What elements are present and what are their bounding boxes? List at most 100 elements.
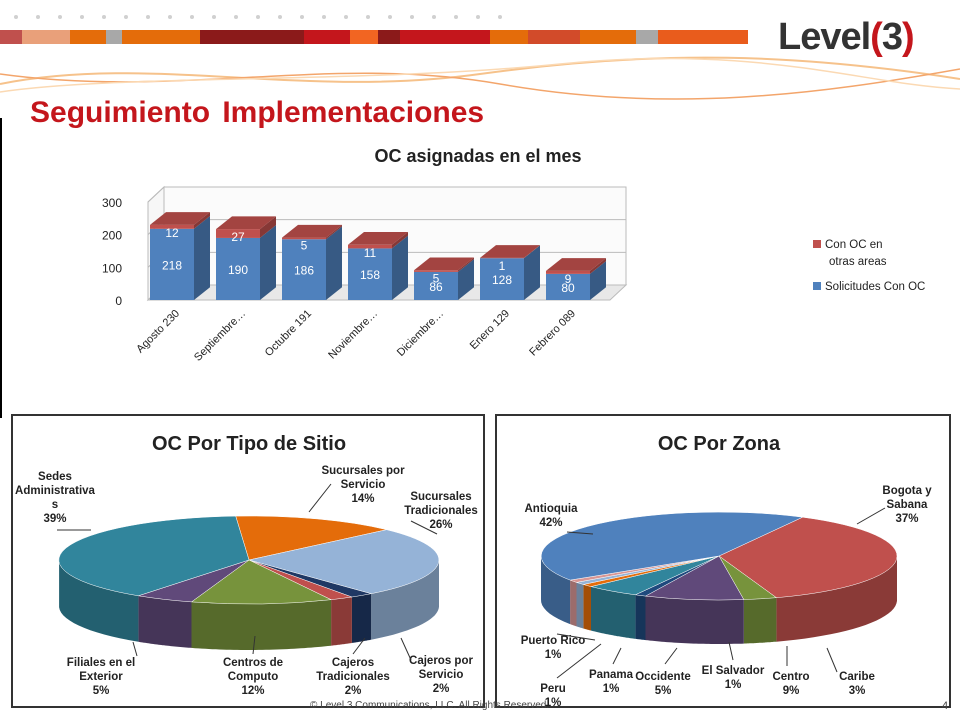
- header-color-bar: [0, 30, 748, 44]
- bar-segment: [150, 224, 194, 229]
- bar-side: [458, 259, 474, 300]
- bar-data-label: 5: [301, 239, 308, 253]
- bar-top: [546, 258, 606, 271]
- pie-slice-side: [635, 594, 646, 641]
- x-tick-label: Febrero 089: [527, 308, 578, 359]
- pie-title: OC Por Tipo de Sitio: [152, 433, 346, 455]
- header-dot: [102, 15, 106, 19]
- header-dot: [432, 15, 436, 19]
- bar-segment: [282, 239, 326, 300]
- pie-data-label: s: [52, 499, 58, 511]
- pie-slice-side: [743, 597, 777, 644]
- pie-data-label: Sucursales: [410, 491, 471, 503]
- pie-slice: [235, 515, 387, 561]
- pie-data-label: Bogota y: [882, 485, 932, 497]
- page-title: Seguimiento Implementaciones: [30, 96, 485, 129]
- pie-data-label: Centros de: [223, 657, 283, 669]
- legend-label: otras areas: [829, 256, 887, 268]
- bar-segment: [348, 244, 392, 249]
- pie-data-label: Antioquia: [524, 503, 578, 515]
- bar-side: [524, 245, 540, 300]
- pie-slice: [190, 559, 332, 605]
- header-dot: [124, 15, 128, 19]
- pie-data-label: Servicio: [341, 479, 386, 491]
- pie-slice-side: [59, 561, 139, 642]
- pie-data-label: Panama: [589, 669, 634, 681]
- bar-segment: [216, 237, 260, 300]
- header-dot: [476, 15, 480, 19]
- bar-segment: [150, 228, 194, 300]
- pie-slice: [248, 529, 440, 594]
- pie-data-label: 1%: [725, 679, 742, 691]
- pie-data-label: Puerto Rico: [521, 635, 586, 647]
- pie-data-label: Cajeros por: [409, 655, 473, 667]
- pie-data-label: 14%: [351, 493, 374, 505]
- pie-slice: [718, 516, 898, 598]
- x-tick-label: Octubre 191: [263, 308, 314, 359]
- bar-side: [326, 226, 342, 300]
- pie-leader-line: [556, 633, 596, 641]
- pie-data-label: 9%: [783, 685, 800, 697]
- bar-data-label: 190: [228, 263, 248, 277]
- pie-data-label: Sucursales por: [321, 465, 405, 477]
- pie-slice-side: [645, 596, 744, 644]
- pie-data-label: Tradicionales: [316, 671, 390, 683]
- pie-data-label: 5%: [655, 685, 672, 697]
- bar-data-label: 11: [364, 246, 377, 260]
- bar-side: [392, 232, 408, 249]
- bar-segment: [546, 270, 590, 274]
- header-dot: [146, 15, 150, 19]
- header-dot: [278, 15, 282, 19]
- page-number: 4: [942, 700, 949, 712]
- pie-leader-line: [612, 647, 622, 665]
- pie-data-label: 3%: [849, 685, 866, 697]
- header-dot: [344, 15, 348, 19]
- header-dot: [168, 15, 172, 19]
- bar-side: [524, 245, 540, 259]
- header-dot: [80, 15, 84, 19]
- bar-side: [326, 224, 342, 240]
- pie-leader-line: [856, 507, 886, 525]
- header-dot: [36, 15, 40, 19]
- pie-data-label: Sabana: [887, 499, 929, 511]
- pie-slice: [644, 555, 745, 601]
- pie-leader-line: [566, 531, 594, 535]
- x-tick-label: Diciembre…: [395, 308, 446, 359]
- bar-segment: [282, 237, 326, 240]
- header-dot: [212, 15, 216, 19]
- pie-data-label: Centro: [772, 671, 809, 683]
- bar-top: [348, 232, 408, 245]
- bar-top: [216, 216, 276, 230]
- pie-slice-side: [576, 582, 584, 629]
- header-waves: [0, 56, 960, 100]
- bar-data-label: 218: [162, 258, 182, 272]
- bar-segment: [216, 229, 260, 238]
- pie-data-label: Tradicionales: [404, 505, 478, 517]
- pie-slice-side: [541, 555, 571, 625]
- pie-data-label: Exterior: [79, 671, 123, 683]
- bar-side: [590, 261, 606, 300]
- header-dot: [410, 15, 414, 19]
- level3-logo: Level(3): [778, 16, 915, 58]
- bar-data-label: 86: [429, 280, 443, 294]
- header-dot: [14, 15, 18, 19]
- pie-leader-line: [400, 637, 412, 661]
- header-dot: [190, 15, 194, 19]
- x-tick-label: Agosto 230: [134, 308, 182, 356]
- y-tick-label: 0: [115, 294, 122, 308]
- pie-chart-zona: OC Por Zona Bogota y Sabana 37% Caribe 3% Cent…: [521, 433, 932, 709]
- bar-data-label: 9: [565, 272, 572, 286]
- bar-side: [590, 258, 606, 274]
- pie-box-zona: OC Por Zona Bogota y Sabana 37% Caribe 3% Cent…: [495, 414, 951, 709]
- pie-slice-side: [776, 557, 897, 642]
- legend-label: Solicitudes Con OC: [825, 281, 925, 293]
- bar-top: [150, 212, 210, 225]
- bar-data-label: 158: [360, 268, 380, 282]
- bar-data-label: 12: [165, 226, 179, 240]
- y-tick-label: 200: [102, 229, 122, 243]
- y-tick-label: 300: [102, 196, 122, 210]
- pie-data-label: Sedes: [38, 471, 72, 483]
- bar-side: [194, 216, 210, 300]
- header-dots: [14, 15, 502, 19]
- pie-slice: [58, 515, 250, 597]
